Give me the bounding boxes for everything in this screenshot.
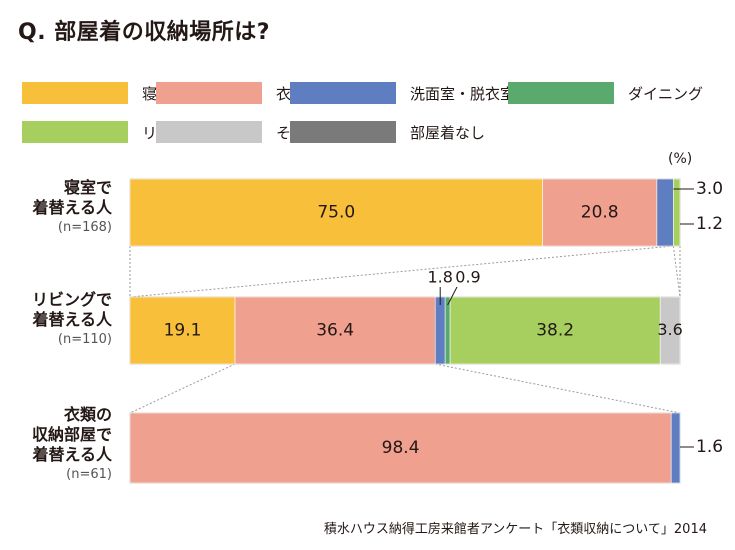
data-label: 75.0 xyxy=(317,203,355,223)
data-label: 36.4 xyxy=(316,321,354,341)
legend-swatch xyxy=(22,82,128,104)
row-label: リビングで 着替える人 (n=110) xyxy=(0,290,112,350)
legend-item: 洗面室・脱衣室 xyxy=(290,82,515,104)
legend-label: ダイニング xyxy=(628,84,704,103)
leader-line xyxy=(447,286,458,306)
legend-swatch xyxy=(156,121,262,143)
bar-segment xyxy=(129,178,543,247)
legend-label: 洗面室・脱衣室 xyxy=(410,84,516,103)
bar-segment xyxy=(234,296,436,365)
row-sample-size: (n=61) xyxy=(66,467,112,482)
data-label: 38.2 xyxy=(536,321,574,341)
bar-segment xyxy=(542,178,658,247)
row-label-line: 着替える人 xyxy=(32,445,112,464)
source-note: 積水ハウス納得工房来館者アンケート「衣類収納について」2014 xyxy=(323,522,707,537)
bar-segment xyxy=(673,178,681,247)
row-sample-size: (n=168) xyxy=(57,220,112,235)
bar-segment xyxy=(659,296,681,365)
row-label: 衣類の 収納部屋で 着替える人 (n=61) xyxy=(0,405,112,485)
bar-segment xyxy=(444,296,451,365)
row-label-line: 衣類の xyxy=(63,405,112,424)
bar-segment xyxy=(656,178,674,247)
row-sample-size: (n=110) xyxy=(57,332,112,347)
legend-swatch xyxy=(290,121,396,143)
connector-line xyxy=(129,363,236,414)
connector-line xyxy=(129,245,674,298)
bar-segment xyxy=(129,296,236,365)
data-label: 0.9 xyxy=(455,268,480,287)
data-label: 3.6 xyxy=(657,320,682,339)
unit-label: (%) xyxy=(668,151,693,167)
data-label: 20.8 xyxy=(581,203,619,223)
data-label: 19.1 xyxy=(164,321,202,341)
chart-title: Q. 部屋着の収納場所は? xyxy=(18,20,270,45)
row-label-line: 着替える人 xyxy=(32,198,112,217)
row-label-line: 着替える人 xyxy=(32,310,112,329)
row-label-line: 収納部屋で xyxy=(31,425,112,444)
row-label-line: 寝室で xyxy=(63,178,112,197)
data-label: 1.2 xyxy=(696,214,723,234)
row-label: 寝室で 着替える人 (n=168) xyxy=(0,178,112,238)
legend-swatch xyxy=(290,82,396,104)
legend-item: 部屋着なし xyxy=(290,121,485,143)
connector-line xyxy=(435,363,681,414)
bar-segment xyxy=(434,296,446,365)
legend-item: ダイニング xyxy=(508,82,703,104)
data-label: 1.8 xyxy=(427,268,452,287)
connector-line xyxy=(672,245,681,298)
bar-segment xyxy=(129,412,672,484)
bar-segment xyxy=(670,412,681,484)
bar-segment xyxy=(449,296,661,365)
legend-label: 部屋着なし xyxy=(410,123,486,142)
data-label: 3.0 xyxy=(696,179,723,199)
legend-swatch xyxy=(508,82,614,104)
legend-swatch xyxy=(22,121,128,143)
legend-swatch xyxy=(156,82,262,104)
data-label: 98.4 xyxy=(382,438,420,458)
row-label-line: リビングで xyxy=(31,290,112,309)
data-label: 1.6 xyxy=(696,437,723,457)
